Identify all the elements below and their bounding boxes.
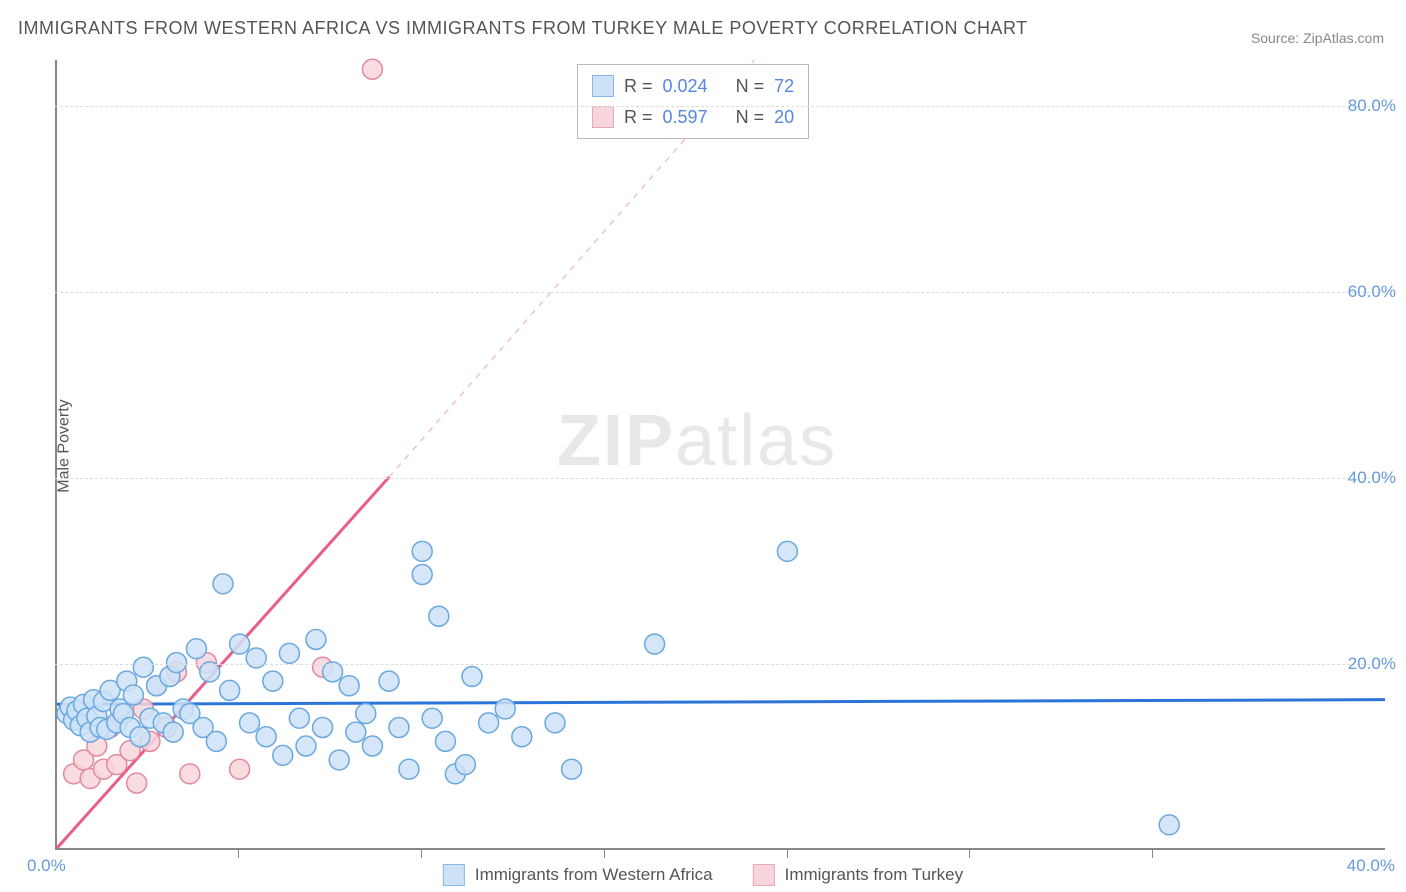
gridline: [55, 106, 1385, 107]
y-tick-label: 60.0%: [1348, 282, 1396, 302]
legend-label: Immigrants from Turkey: [785, 865, 964, 885]
y-tick-label: 40.0%: [1348, 468, 1396, 488]
x-tick: [787, 850, 788, 858]
r-value: 0.024: [663, 71, 708, 102]
x-tick: [421, 850, 422, 858]
y-tick-label: 20.0%: [1348, 654, 1396, 674]
x-tick-min: 0.0%: [27, 856, 66, 876]
legend-item: Immigrants from Western Africa: [443, 864, 713, 886]
n-label: N =: [736, 71, 765, 102]
gridline: [55, 478, 1385, 479]
x-tick: [238, 850, 239, 858]
legend-label: Immigrants from Western Africa: [475, 865, 713, 885]
x-tick: [604, 850, 605, 858]
legend-swatch: [443, 864, 465, 886]
chart-svg: [57, 60, 1385, 848]
gridline: [55, 292, 1385, 293]
legend-swatch: [753, 864, 775, 886]
chart-title: IMMIGRANTS FROM WESTERN AFRICA VS IMMIGR…: [18, 18, 1028, 39]
x-tick: [1152, 850, 1153, 858]
r-label: R =: [624, 71, 653, 102]
legend-swatch: [592, 106, 614, 128]
plot-area: ZIPatlas R =0.024N =72R =0.597N =20 0.0%…: [55, 60, 1385, 850]
source-credit: Source: ZipAtlas.com: [1251, 30, 1384, 46]
gridline: [55, 664, 1385, 665]
bottom-legend: Immigrants from Western Africa Immigrants…: [433, 864, 973, 886]
y-tick-label: 80.0%: [1348, 96, 1396, 116]
x-tick: [969, 850, 970, 858]
legend-swatch: [592, 75, 614, 97]
x-tick-max: 40.0%: [1347, 856, 1395, 876]
stats-row: R = 0.024 N = 72: [592, 71, 794, 102]
stats-legend-box: R =0.024N =72R =0.597N =20: [577, 64, 809, 139]
n-value: 72: [774, 71, 794, 102]
legend-item: Immigrants from Turkey: [753, 864, 964, 886]
